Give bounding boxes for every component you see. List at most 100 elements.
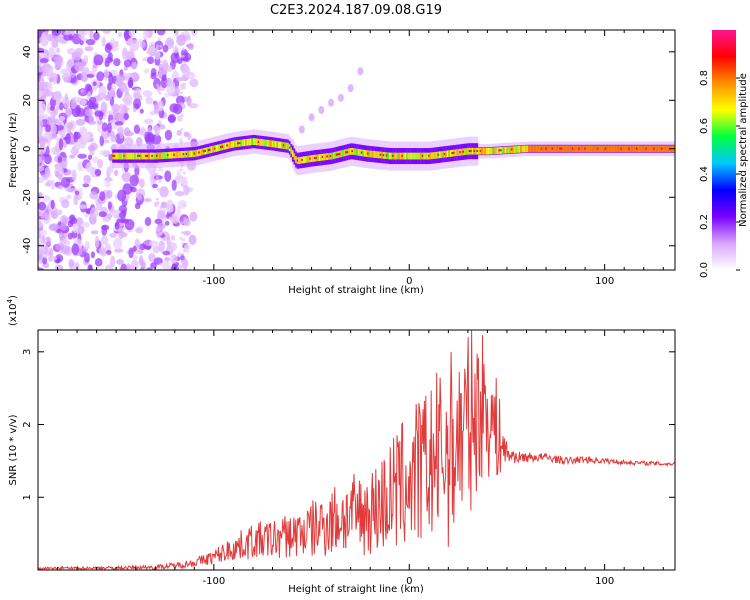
ridge-core	[548, 145, 551, 153]
ridge-core	[246, 138, 249, 146]
noise-cell	[180, 260, 184, 264]
ridge-core	[177, 151, 180, 159]
ridge-core	[245, 139, 247, 146]
ridge-core	[317, 154, 319, 162]
x-tick-label: -100	[203, 576, 226, 587]
ridge-peak	[479, 150, 482, 152]
noise-cell	[180, 113, 184, 117]
noise-cell	[63, 34, 72, 41]
noise-cell	[126, 263, 131, 270]
noise-cell	[115, 78, 124, 87]
noise-cell	[155, 176, 159, 180]
noise-cell	[164, 220, 170, 226]
noise-cell	[101, 36, 106, 47]
ridge-peak	[198, 151, 201, 154]
ridge-core	[534, 145, 537, 153]
ridge-core	[493, 147, 496, 155]
ridge-peak	[173, 153, 176, 156]
noise-cell	[78, 30, 85, 40]
ridge-core	[143, 152, 146, 160]
ridge-core	[412, 152, 415, 160]
ridge-core	[387, 152, 390, 160]
secondary-trace-point	[337, 93, 344, 102]
ridge-core	[320, 154, 322, 161]
ridge-peak	[202, 150, 205, 153]
ridge-peak	[185, 152, 188, 155]
ridge-core	[304, 156, 307, 163]
ridge-core	[127, 152, 130, 160]
noise-cell	[158, 179, 162, 183]
noise-cell	[164, 170, 172, 182]
ridge-peak	[510, 148, 513, 151]
noise-cell	[112, 42, 119, 48]
noise-cell	[83, 174, 91, 184]
ridge-peak	[421, 154, 424, 157]
ridge-core	[587, 145, 590, 153]
noise-cell	[124, 137, 134, 146]
ridge-core	[252, 138, 255, 145]
y-tick-label: 20	[22, 94, 33, 107]
noise-cell	[94, 258, 103, 267]
noise-cell	[42, 144, 47, 153]
noise-cell	[73, 141, 81, 151]
noise-cell	[123, 112, 129, 121]
ridge-core	[426, 152, 429, 160]
ridge-core	[643, 145, 646, 153]
ridge-core	[564, 145, 566, 153]
ridge-peak	[193, 152, 196, 155]
noise-cell	[99, 191, 106, 201]
snr-frame	[37, 329, 676, 571]
ridge-peak	[146, 154, 149, 157]
ridge-core	[617, 145, 619, 153]
noise-cell	[144, 216, 152, 227]
ridge-core	[403, 152, 405, 160]
ridge-core	[474, 147, 477, 155]
ridge-peak	[584, 147, 587, 150]
noise-cell	[104, 177, 113, 182]
noise-cell	[135, 227, 143, 234]
ridge-core	[504, 146, 507, 154]
ridge-core	[431, 152, 433, 160]
ridge-core	[664, 145, 666, 153]
noise-cell	[86, 91, 92, 100]
noise-cell	[167, 242, 178, 252]
noise-cell	[155, 46, 159, 50]
noise-cell	[77, 153, 87, 159]
noise-cell	[93, 31, 100, 41]
noise-cell	[71, 169, 77, 182]
noise-cell	[45, 146, 50, 158]
ridge-core	[168, 151, 171, 159]
noise-cell	[156, 233, 160, 237]
ridge-core	[171, 151, 174, 159]
noise-cell	[180, 182, 184, 186]
noise-cell	[84, 108, 93, 117]
ridge-core	[196, 149, 199, 157]
colorbar-ticks: 0.0 0.2 0.4 0.6 0.8	[699, 70, 740, 278]
noise-cell	[157, 87, 161, 91]
ridge-core	[324, 153, 327, 161]
ridge-core	[509, 146, 512, 154]
noise-cell	[38, 249, 45, 255]
ridge-core	[323, 153, 326, 161]
ridge-core	[599, 145, 602, 153]
ridge-peak	[220, 146, 223, 149]
ridge-core	[148, 152, 151, 160]
ridge-core	[667, 145, 669, 153]
ridge-peak	[645, 147, 648, 150]
noise-cell	[51, 92, 60, 100]
noise-cell	[133, 124, 141, 134]
ridge-core	[409, 152, 412, 160]
noise-cell	[40, 137, 49, 143]
y-tick-label: 2	[22, 421, 33, 427]
ridge-core	[141, 152, 144, 160]
ridge-core	[176, 151, 179, 159]
ridge-peak	[604, 147, 607, 150]
noise-cell	[61, 199, 70, 209]
ridge-peak	[345, 151, 348, 154]
noise-cell	[156, 201, 160, 205]
noise-cell	[38, 123, 43, 136]
ridge-core	[554, 145, 557, 153]
ridge-core	[420, 152, 422, 160]
ridge-core	[485, 147, 488, 155]
ridge-core	[227, 141, 230, 149]
